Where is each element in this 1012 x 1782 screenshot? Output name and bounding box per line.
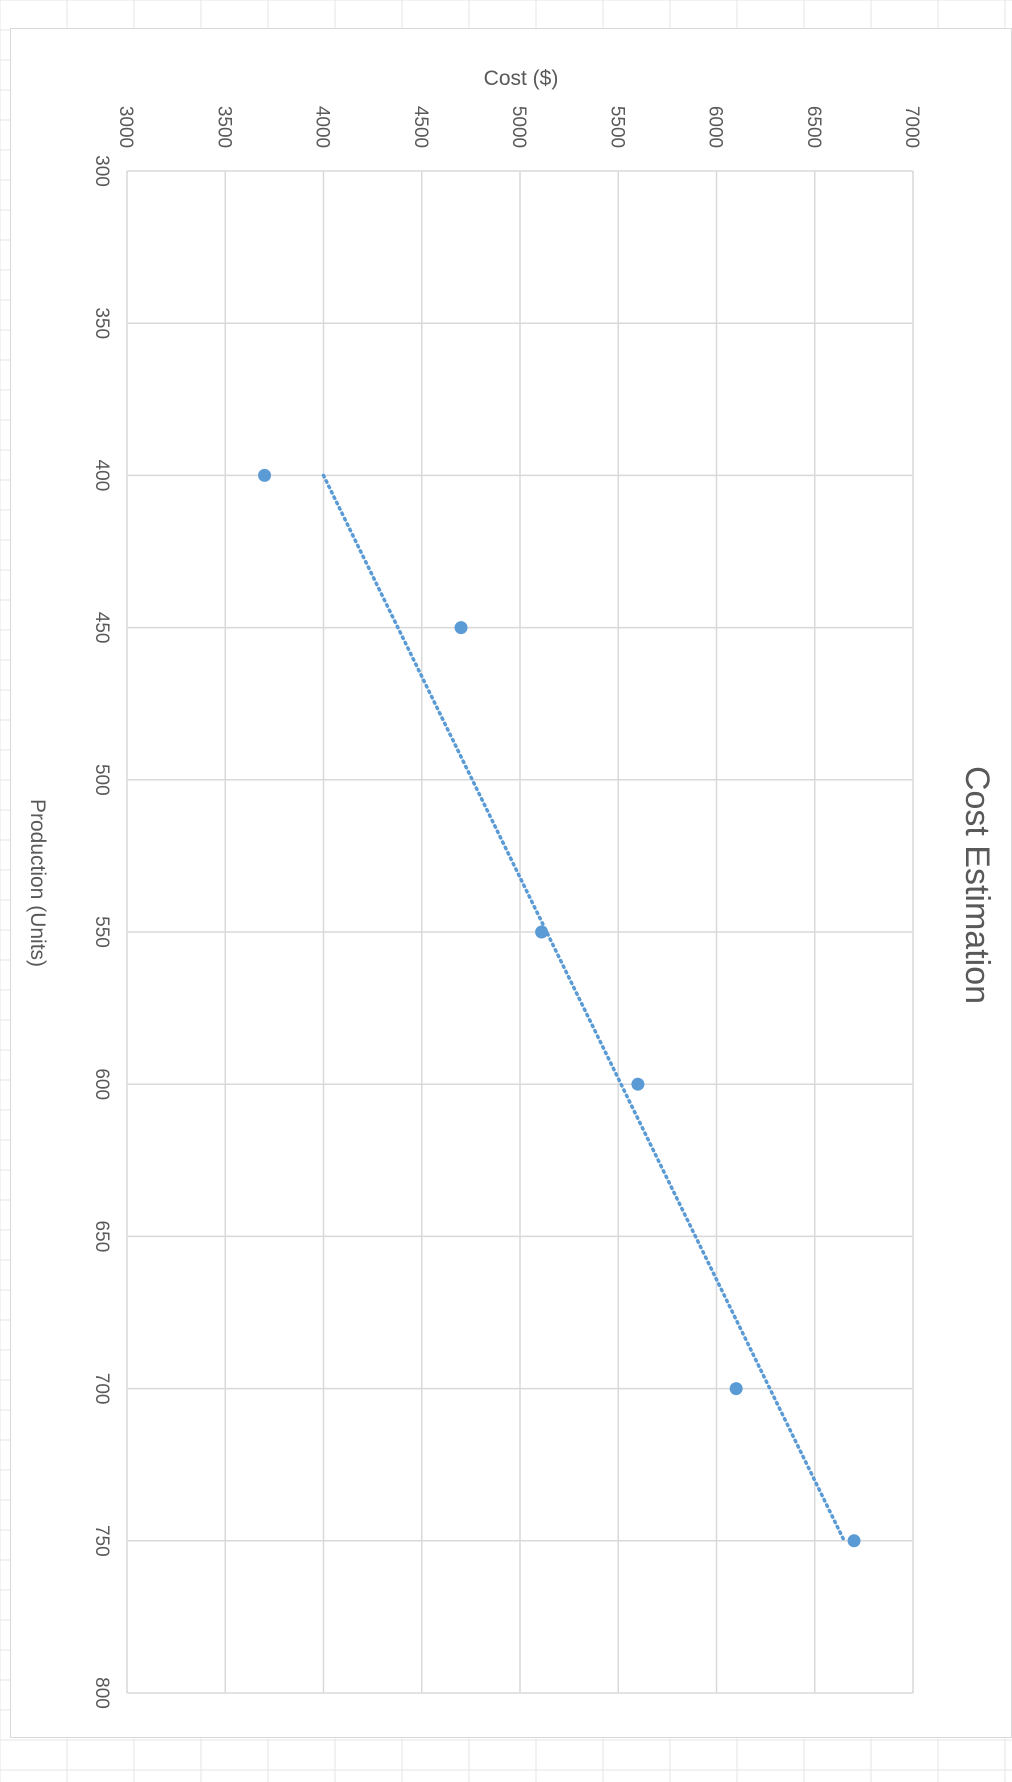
y-tick-label: 7000 (901, 106, 922, 148)
x-tick-label: 400 (91, 460, 112, 492)
y-axis-tick-labels: 3000 3500 4000 4500 5000 5500 6000 6500 7000 (115, 106, 922, 148)
x-axis-title: Production (Units) (26, 799, 49, 967)
x-axis-tick-labels: 300 350 400 450 500 550 600 650 700 750 800 (91, 155, 112, 1709)
y-tick-label: 3500 (213, 106, 234, 148)
x-tick-label: 700 (91, 1373, 112, 1405)
y-tick-label: 5000 (508, 106, 529, 148)
x-tick-label: 550 (91, 916, 112, 948)
data-point[interactable] (258, 468, 272, 482)
x-tick-label: 300 (91, 155, 112, 187)
x-tick-label: 800 (91, 1677, 112, 1709)
x-tick-label: 350 (91, 307, 112, 339)
y-tick-label: 4000 (312, 106, 333, 148)
y-tick-label: 4500 (410, 106, 431, 148)
gridlines (126, 170, 914, 1694)
trendline (321, 473, 846, 1543)
y-axis-title: Cost ($) (484, 67, 559, 90)
y-tick-label: 3000 (115, 106, 136, 148)
data-point[interactable] (535, 925, 549, 939)
x-tick-label: 500 (91, 764, 112, 796)
data-points (258, 468, 861, 1548)
data-point[interactable] (847, 1534, 861, 1548)
x-tick-label: 650 (91, 1221, 112, 1253)
y-tick-label: 5500 (606, 106, 627, 148)
x-tick-label: 450 (91, 612, 112, 644)
x-tick-label: 750 (91, 1525, 112, 1557)
data-point[interactable] (454, 621, 468, 635)
y-tick-label: 6500 (803, 106, 824, 148)
chart-title: Cost Estimation (958, 766, 996, 1004)
x-tick-label: 600 (91, 1068, 112, 1100)
data-point[interactable] (631, 1077, 645, 1091)
y-tick-label: 6000 (705, 106, 726, 148)
trendline-path (321, 473, 846, 1543)
data-point[interactable] (729, 1382, 743, 1396)
chart-area[interactable] (10, 28, 1012, 1738)
